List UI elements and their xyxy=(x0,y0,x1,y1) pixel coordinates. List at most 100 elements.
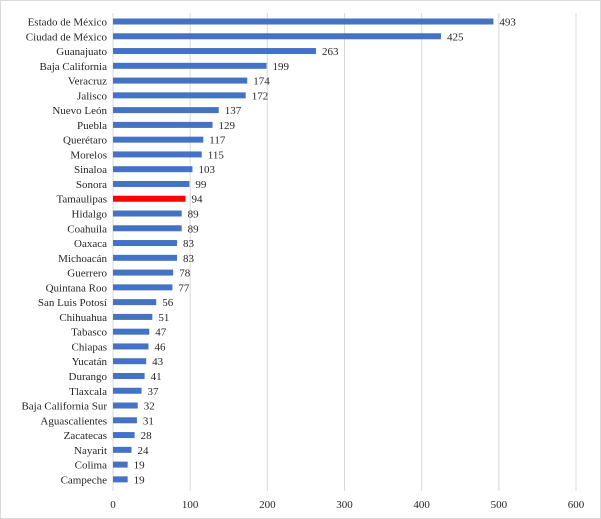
bar xyxy=(113,446,132,453)
value-label: 24 xyxy=(138,445,150,457)
value-label: 83 xyxy=(183,238,195,250)
value-label: 89 xyxy=(188,209,200,221)
category-label: Baja California Sur xyxy=(21,401,107,413)
value-label: 46 xyxy=(154,341,166,353)
value-label: 425 xyxy=(447,31,464,43)
category-label: Michoacán xyxy=(58,253,107,265)
category-label: Colima xyxy=(75,460,108,472)
value-label: 129 xyxy=(219,120,236,132)
bar xyxy=(113,62,267,69)
bar xyxy=(113,461,128,468)
value-label: 94 xyxy=(192,194,204,206)
category-label: Tlaxcala xyxy=(69,386,107,398)
category-label: Tabasco xyxy=(71,327,107,339)
category-labels: Estado de México Ciudad de México Guanajua… xyxy=(21,17,107,487)
value-label: 28 xyxy=(141,430,153,442)
bar xyxy=(113,136,204,143)
bar xyxy=(113,180,190,187)
value-label: 41 xyxy=(151,371,162,383)
value-label: 19 xyxy=(134,460,146,472)
category-label: Querétaro xyxy=(63,135,107,147)
bar xyxy=(113,328,150,335)
bar xyxy=(113,432,135,439)
bar xyxy=(113,402,138,409)
value-label: 19 xyxy=(134,474,146,486)
x-tick-label: 600 xyxy=(568,499,585,511)
category-label: Estado de México xyxy=(28,17,108,29)
category-label: Coahuila xyxy=(67,223,107,235)
category-label: Jalisco xyxy=(77,90,107,102)
value-label: 115 xyxy=(208,149,225,161)
bar xyxy=(113,240,178,247)
category-label: Morelos xyxy=(70,149,107,161)
bar xyxy=(113,48,316,55)
bar xyxy=(113,254,178,261)
value-label: 31 xyxy=(143,415,154,427)
bar xyxy=(113,269,174,276)
x-tick-label: 300 xyxy=(336,499,353,511)
x-tick-label: 500 xyxy=(491,499,508,511)
category-label: Oaxaca xyxy=(74,238,107,250)
value-label: 77 xyxy=(178,282,190,294)
category-label: Yucatán xyxy=(72,356,108,368)
bar xyxy=(113,358,147,365)
x-tick-label: 100 xyxy=(182,499,199,511)
value-label: 493 xyxy=(499,17,516,29)
category-label: Sinaloa xyxy=(74,164,107,176)
value-label: 117 xyxy=(209,135,226,147)
value-label: 174 xyxy=(253,76,270,88)
bar xyxy=(113,195,186,202)
category-label: Sonora xyxy=(76,179,107,191)
bar xyxy=(113,92,246,99)
bar xyxy=(113,313,153,320)
category-label: Veracruz xyxy=(68,76,107,88)
x-tick-label: 0 xyxy=(110,499,116,511)
value-label: 199 xyxy=(273,61,290,73)
value-label: 103 xyxy=(198,164,215,176)
bars xyxy=(113,18,494,483)
category-label: Nayarit xyxy=(74,445,107,457)
bar xyxy=(113,372,145,379)
value-label: 47 xyxy=(155,327,167,339)
bar xyxy=(113,299,157,306)
x-tick-labels: 0 100 200 300 400 500 600 xyxy=(110,499,585,511)
value-label: 83 xyxy=(183,253,195,265)
bar xyxy=(113,417,137,424)
bar xyxy=(113,166,193,173)
value-label: 99 xyxy=(195,179,207,191)
category-label: Puebla xyxy=(77,120,107,132)
category-label: Zacatecas xyxy=(64,430,107,442)
bar xyxy=(113,343,149,350)
x-tick-label: 400 xyxy=(413,499,430,511)
value-label: 56 xyxy=(162,297,174,309)
bar xyxy=(113,33,441,40)
category-label: San Luis Potosí xyxy=(38,297,107,309)
bar xyxy=(113,284,173,291)
bar xyxy=(113,225,182,232)
value-label: 137 xyxy=(225,105,242,117)
category-label: Quintana Roo xyxy=(46,282,108,294)
category-label: Guanajuato xyxy=(56,46,107,58)
value-label: 51 xyxy=(158,312,169,324)
value-label: 172 xyxy=(252,90,269,102)
category-label: Aguascalientes xyxy=(40,415,107,427)
category-label: Hidalgo xyxy=(72,209,108,221)
value-label: 43 xyxy=(152,356,164,368)
bar xyxy=(113,107,219,114)
category-label: Nuevo León xyxy=(52,105,107,117)
value-label: 263 xyxy=(322,46,339,58)
category-label: Durango xyxy=(69,371,108,383)
category-label: Guerrero xyxy=(67,268,107,280)
bar xyxy=(113,210,182,217)
bar xyxy=(113,476,128,483)
value-label: 78 xyxy=(179,268,191,280)
category-label: Ciudad de México xyxy=(26,31,108,43)
bar xyxy=(113,121,213,128)
bar xyxy=(113,77,248,84)
value-label: 37 xyxy=(148,386,160,398)
category-label: Tamaulipas xyxy=(56,194,107,206)
category-label: Chiapas xyxy=(72,341,107,353)
